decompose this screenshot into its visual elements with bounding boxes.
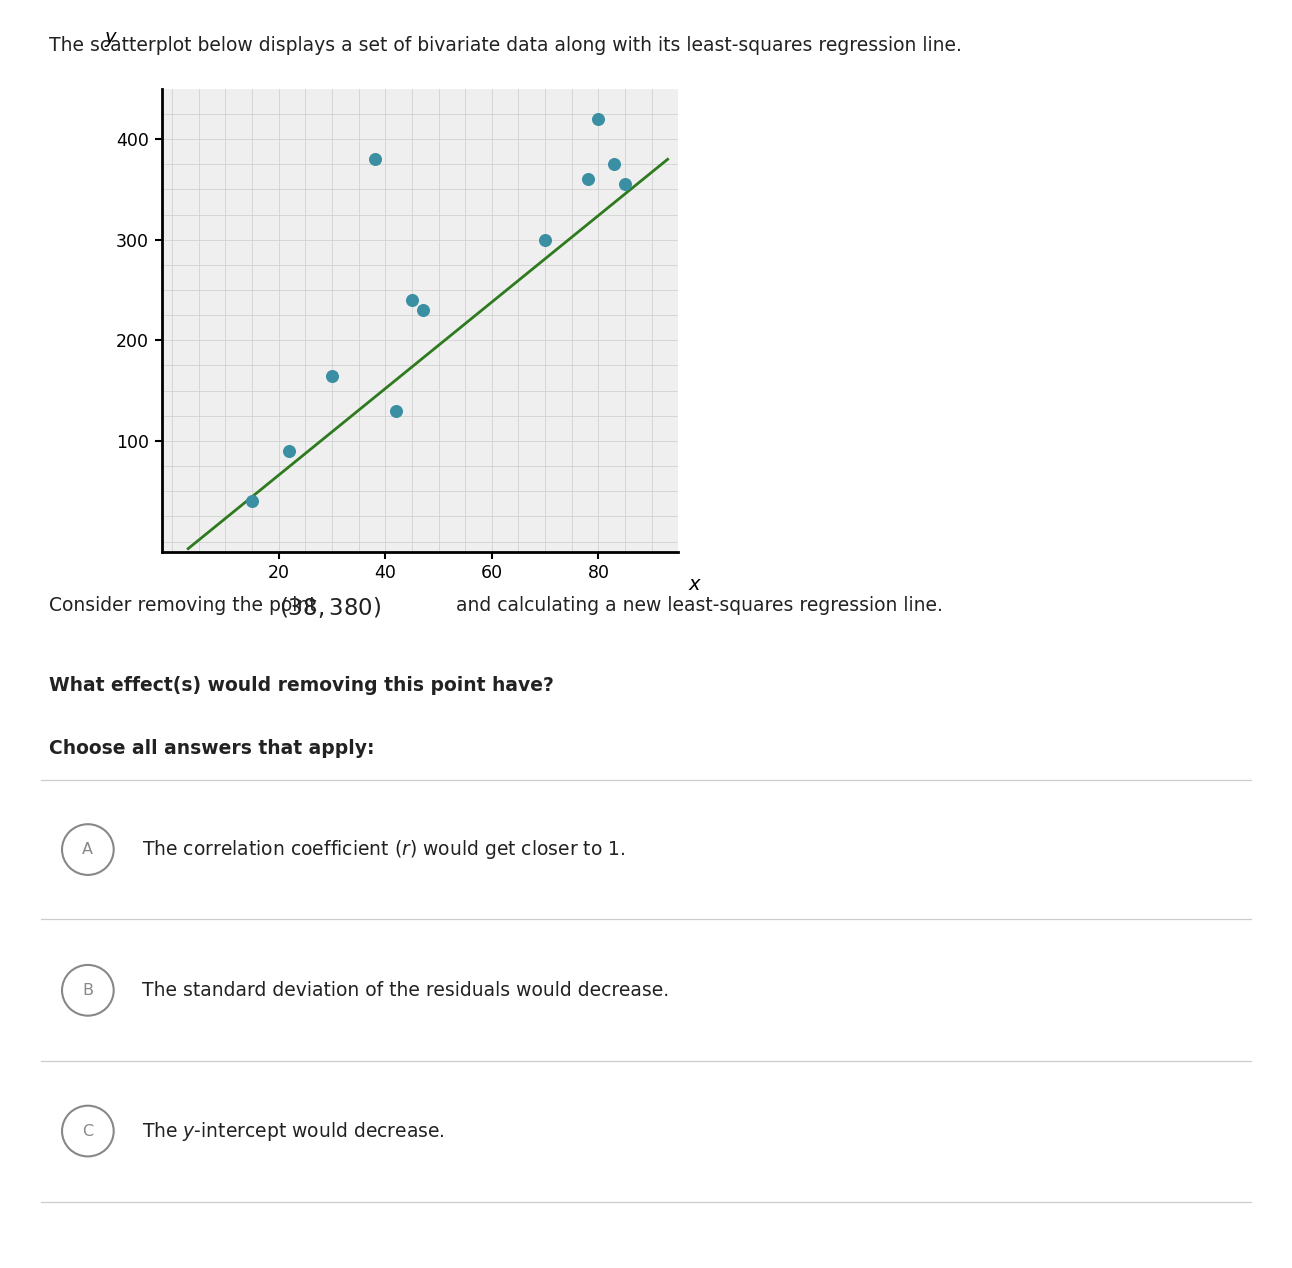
Point — [588, 109, 609, 129]
Point — [322, 365, 342, 385]
Text: y: y — [105, 28, 115, 47]
Point — [385, 401, 406, 421]
Point — [578, 169, 598, 189]
Text: The correlation coefficient $\left(r\right)$ would get closer to 1.: The correlation coefficient $\left(r\rig… — [142, 838, 625, 861]
Point — [279, 441, 300, 462]
Text: $\left(38,380\right)$: $\left(38,380\right)$ — [279, 595, 381, 620]
Text: The scatterplot below displays a set of bivariate data along with its least-squa: The scatterplot below displays a set of … — [49, 36, 963, 55]
Text: A: A — [83, 842, 93, 857]
Text: Consider removing the point: Consider removing the point — [49, 596, 323, 615]
Point — [242, 491, 262, 511]
Point — [412, 301, 433, 321]
Text: What effect(s) would removing this point have?: What effect(s) would removing this point… — [49, 676, 554, 695]
Point — [615, 174, 636, 194]
Point — [364, 150, 385, 170]
Point — [535, 230, 556, 250]
Text: Choose all answers that apply:: Choose all answers that apply: — [49, 739, 375, 758]
Text: C: C — [83, 1123, 93, 1139]
Text: The $y$-intercept would decrease.: The $y$-intercept would decrease. — [142, 1120, 444, 1142]
Point — [402, 290, 422, 311]
Text: B: B — [83, 983, 93, 998]
Text: and calculating a new least-squares regression line.: and calculating a new least-squares regr… — [450, 596, 942, 615]
Text: x: x — [689, 574, 700, 593]
Text: The standard deviation of the residuals would decrease.: The standard deviation of the residuals … — [142, 981, 669, 999]
Point — [605, 155, 625, 175]
